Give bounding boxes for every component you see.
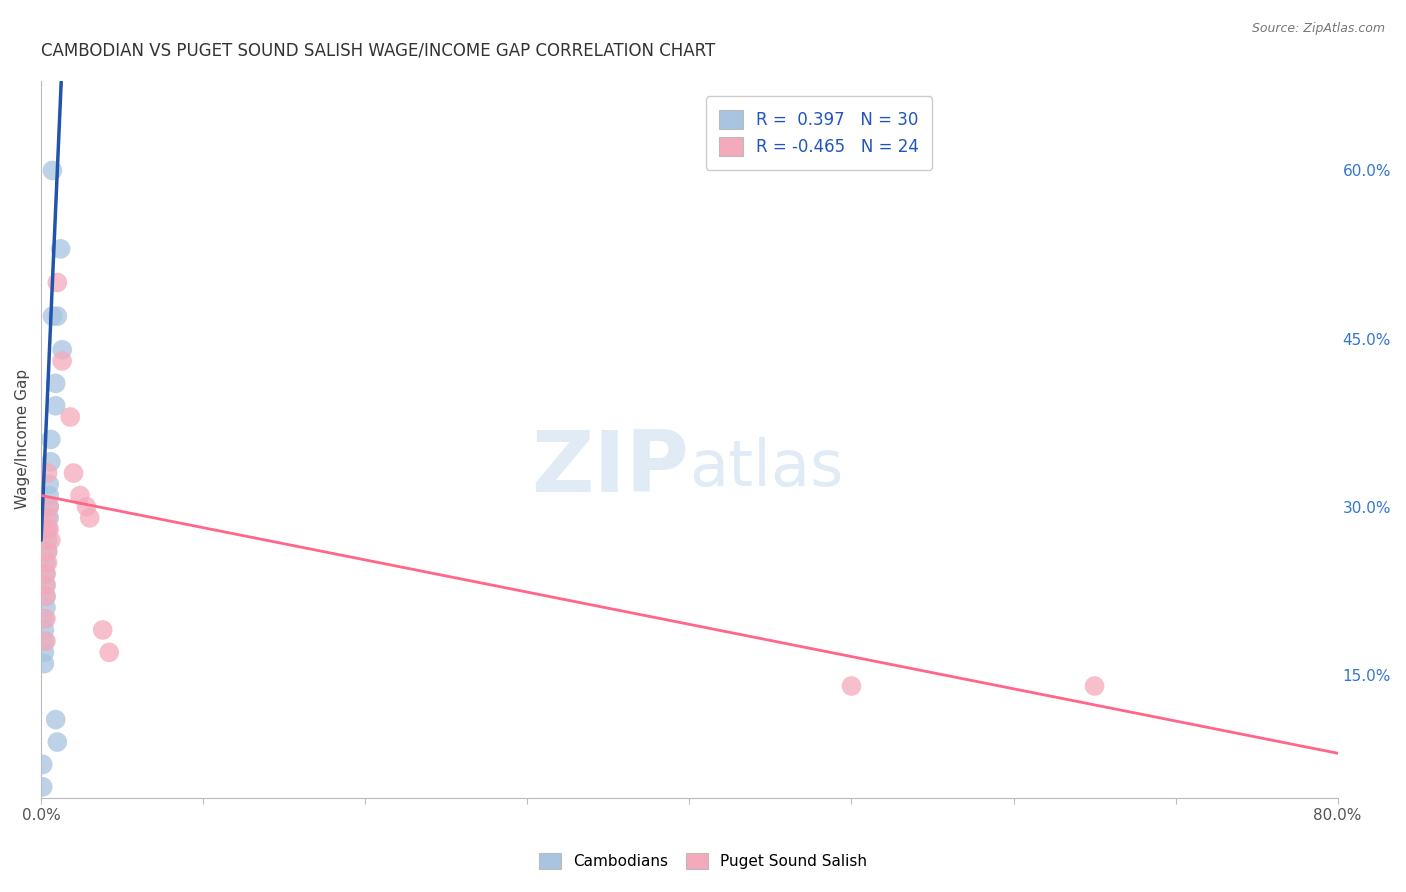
Point (35, 556, 58, 570)
Point (46, 735, 69, 749)
Point (59, 409, 82, 424)
Point (37, 522, 59, 536)
Point (34, 657, 56, 671)
Point (37, 544, 59, 558)
Text: ZIP: ZIP (531, 426, 689, 509)
Point (35, 590, 58, 604)
Point (37, 522, 59, 536)
Point (51, 343, 73, 357)
Point (1083, 679, 1105, 693)
Point (46, 309, 69, 323)
Point (41, 309, 63, 323)
Point (35, 566, 58, 581)
Point (34, 612, 56, 626)
Legend: Cambodians, Puget Sound Salish: Cambodians, Puget Sound Salish (533, 847, 873, 875)
Point (35, 578, 58, 592)
Point (51, 354, 73, 368)
Point (35, 566, 58, 581)
Point (79, 511, 101, 525)
Point (49, 242, 72, 256)
Point (41, 163, 63, 178)
Point (37, 466, 59, 480)
Text: Source: ZipAtlas.com: Source: ZipAtlas.com (1251, 22, 1385, 36)
Point (37, 533, 59, 548)
Point (841, 679, 863, 693)
Point (35, 634, 58, 648)
Point (39, 455, 62, 469)
Point (35, 590, 58, 604)
Point (37, 556, 59, 570)
Point (38, 477, 60, 491)
Point (39, 533, 62, 548)
Y-axis label: Wage/Income Gap: Wage/Income Gap (15, 369, 30, 509)
Point (39, 433, 62, 447)
Point (76, 500, 98, 514)
Point (38, 488, 60, 502)
Point (62, 466, 84, 480)
Point (31, 780, 53, 794)
Point (46, 276, 69, 290)
Point (35, 578, 58, 592)
Point (35, 612, 58, 626)
Legend: R =  0.397   N = 30, R = -0.465   N = 24: R = 0.397 N = 30, R = -0.465 N = 24 (706, 96, 932, 169)
Text: atlas: atlas (689, 437, 844, 500)
Point (38, 511, 60, 525)
Point (38, 500, 60, 514)
Point (37, 511, 59, 525)
Point (35, 600, 58, 615)
Point (31, 757, 53, 772)
Text: CAMBODIAN VS PUGET SOUND SALISH WAGE/INCOME GAP CORRELATION CHART: CAMBODIAN VS PUGET SOUND SALISH WAGE/INC… (41, 42, 716, 60)
Point (34, 634, 56, 648)
Point (98, 645, 121, 659)
Point (34, 645, 56, 659)
Point (38, 500, 60, 514)
Point (45, 713, 67, 727)
Point (37, 544, 59, 558)
Point (69, 488, 91, 502)
Point (34, 623, 56, 637)
Point (45, 399, 67, 413)
Point (91, 623, 114, 637)
Point (45, 376, 67, 391)
Point (38, 522, 60, 536)
